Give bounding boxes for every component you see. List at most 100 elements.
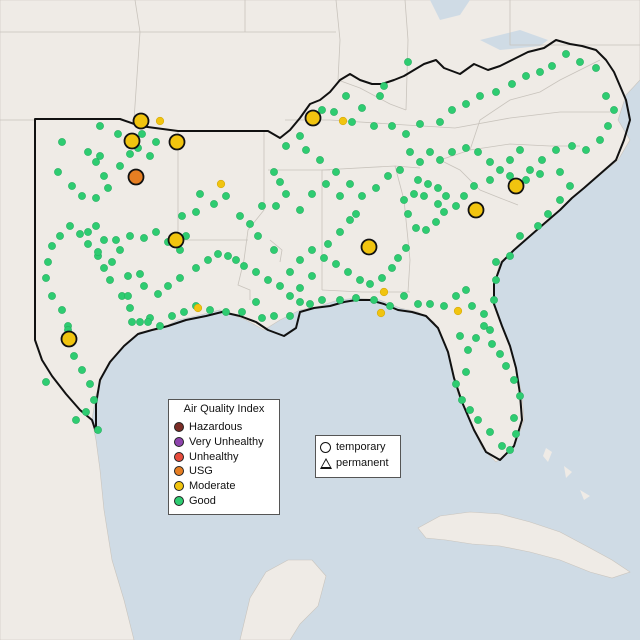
good-monitor-marker[interactable] (596, 136, 604, 144)
good-monitor-marker[interactable] (480, 322, 488, 330)
good-monitor-marker[interactable] (126, 150, 134, 158)
good-monitor-marker[interactable] (56, 232, 64, 240)
good-monitor-marker[interactable] (136, 270, 144, 278)
good-monitor-marker[interactable] (276, 282, 284, 290)
good-monitor-marker[interactable] (336, 296, 344, 304)
good-monitor-marker[interactable] (394, 254, 402, 262)
moderate-monitor-marker[interactable] (155, 116, 165, 126)
good-monitor-marker[interactable] (126, 232, 134, 240)
moderate-monitor-marker[interactable] (123, 132, 141, 150)
good-monitor-marker[interactable] (440, 302, 448, 310)
good-monitor-marker[interactable] (54, 168, 62, 176)
good-monitor-marker[interactable] (296, 256, 304, 264)
good-monitor-marker[interactable] (222, 308, 230, 316)
good-monitor-marker[interactable] (206, 306, 214, 314)
good-monitor-marker[interactable] (222, 192, 230, 200)
good-monitor-marker[interactable] (536, 68, 544, 76)
good-monitor-marker[interactable] (576, 58, 584, 66)
good-monitor-marker[interactable] (192, 264, 200, 272)
good-monitor-marker[interactable] (510, 376, 518, 384)
good-monitor-marker[interactable] (320, 254, 328, 262)
good-monitor-marker[interactable] (602, 92, 610, 100)
good-monitor-marker[interactable] (460, 192, 468, 200)
good-monitor-marker[interactable] (42, 378, 50, 386)
good-monitor-marker[interactable] (58, 138, 66, 146)
good-monitor-marker[interactable] (452, 202, 460, 210)
good-monitor-marker[interactable] (324, 240, 332, 248)
good-monitor-marker[interactable] (492, 276, 500, 284)
good-monitor-marker[interactable] (352, 210, 360, 218)
good-monitor-marker[interactable] (462, 100, 470, 108)
good-monitor-marker[interactable] (406, 148, 414, 156)
good-monitor-marker[interactable] (240, 262, 248, 270)
good-monitor-marker[interactable] (582, 146, 590, 154)
moderate-monitor-marker[interactable] (168, 133, 186, 151)
good-monitor-marker[interactable] (78, 366, 86, 374)
good-monitor-marker[interactable] (442, 192, 450, 200)
good-monitor-marker[interactable] (264, 276, 272, 284)
moderate-monitor-marker[interactable] (193, 303, 203, 313)
good-monitor-marker[interactable] (426, 300, 434, 308)
good-monitor-marker[interactable] (486, 326, 494, 334)
good-monitor-marker[interactable] (424, 180, 432, 188)
good-monitor-marker[interactable] (414, 300, 422, 308)
good-monitor-marker[interactable] (232, 256, 240, 264)
good-monitor-marker[interactable] (508, 80, 516, 88)
usg-monitor-marker[interactable] (127, 168, 145, 186)
good-monitor-marker[interactable] (68, 182, 76, 190)
good-monitor-marker[interactable] (422, 226, 430, 234)
good-monitor-marker[interactable] (342, 92, 350, 100)
good-monitor-marker[interactable] (70, 352, 78, 360)
good-monitor-marker[interactable] (224, 252, 232, 260)
good-monitor-marker[interactable] (488, 340, 496, 348)
good-monitor-marker[interactable] (470, 182, 478, 190)
good-monitor-marker[interactable] (236, 212, 244, 220)
good-monitor-marker[interactable] (474, 148, 482, 156)
good-monitor-marker[interactable] (506, 446, 514, 454)
good-monitor-marker[interactable] (114, 130, 122, 138)
good-monitor-marker[interactable] (92, 194, 100, 202)
good-monitor-marker[interactable] (380, 82, 388, 90)
good-monitor-marker[interactable] (384, 172, 392, 180)
good-monitor-marker[interactable] (296, 206, 304, 214)
good-monitor-marker[interactable] (538, 156, 546, 164)
good-monitor-marker[interactable] (378, 274, 386, 282)
good-monitor-marker[interactable] (440, 208, 448, 216)
good-monitor-marker[interactable] (124, 292, 132, 300)
good-monitor-marker[interactable] (556, 168, 564, 176)
good-monitor-marker[interactable] (96, 122, 104, 130)
good-monitor-marker[interactable] (90, 396, 98, 404)
good-monitor-marker[interactable] (486, 176, 494, 184)
good-monitor-marker[interactable] (286, 268, 294, 276)
good-monitor-marker[interactable] (156, 322, 164, 330)
good-monitor-marker[interactable] (146, 152, 154, 160)
good-monitor-marker[interactable] (100, 172, 108, 180)
good-monitor-marker[interactable] (426, 148, 434, 156)
good-monitor-marker[interactable] (358, 104, 366, 112)
good-monitor-marker[interactable] (464, 346, 472, 354)
good-monitor-marker[interactable] (246, 220, 254, 228)
good-monitor-marker[interactable] (336, 228, 344, 236)
good-monitor-marker[interactable] (476, 92, 484, 100)
good-monitor-marker[interactable] (356, 276, 364, 284)
good-monitor-marker[interactable] (210, 200, 218, 208)
good-monitor-marker[interactable] (44, 258, 52, 266)
good-monitor-marker[interactable] (400, 196, 408, 204)
good-monitor-marker[interactable] (140, 234, 148, 242)
good-monitor-marker[interactable] (238, 308, 246, 316)
good-monitor-marker[interactable] (468, 302, 476, 310)
good-monitor-marker[interactable] (414, 176, 422, 184)
good-monitor-marker[interactable] (296, 284, 304, 292)
good-monitor-marker[interactable] (116, 246, 124, 254)
good-monitor-marker[interactable] (258, 202, 266, 210)
good-monitor-marker[interactable] (412, 224, 420, 232)
good-monitor-marker[interactable] (474, 416, 482, 424)
good-monitor-marker[interactable] (352, 294, 360, 302)
good-monitor-marker[interactable] (154, 290, 162, 298)
good-monitor-marker[interactable] (196, 190, 204, 198)
good-monitor-marker[interactable] (322, 180, 330, 188)
moderate-monitor-marker[interactable] (304, 109, 322, 127)
good-monitor-marker[interactable] (420, 192, 428, 200)
good-monitor-marker[interactable] (604, 122, 612, 130)
